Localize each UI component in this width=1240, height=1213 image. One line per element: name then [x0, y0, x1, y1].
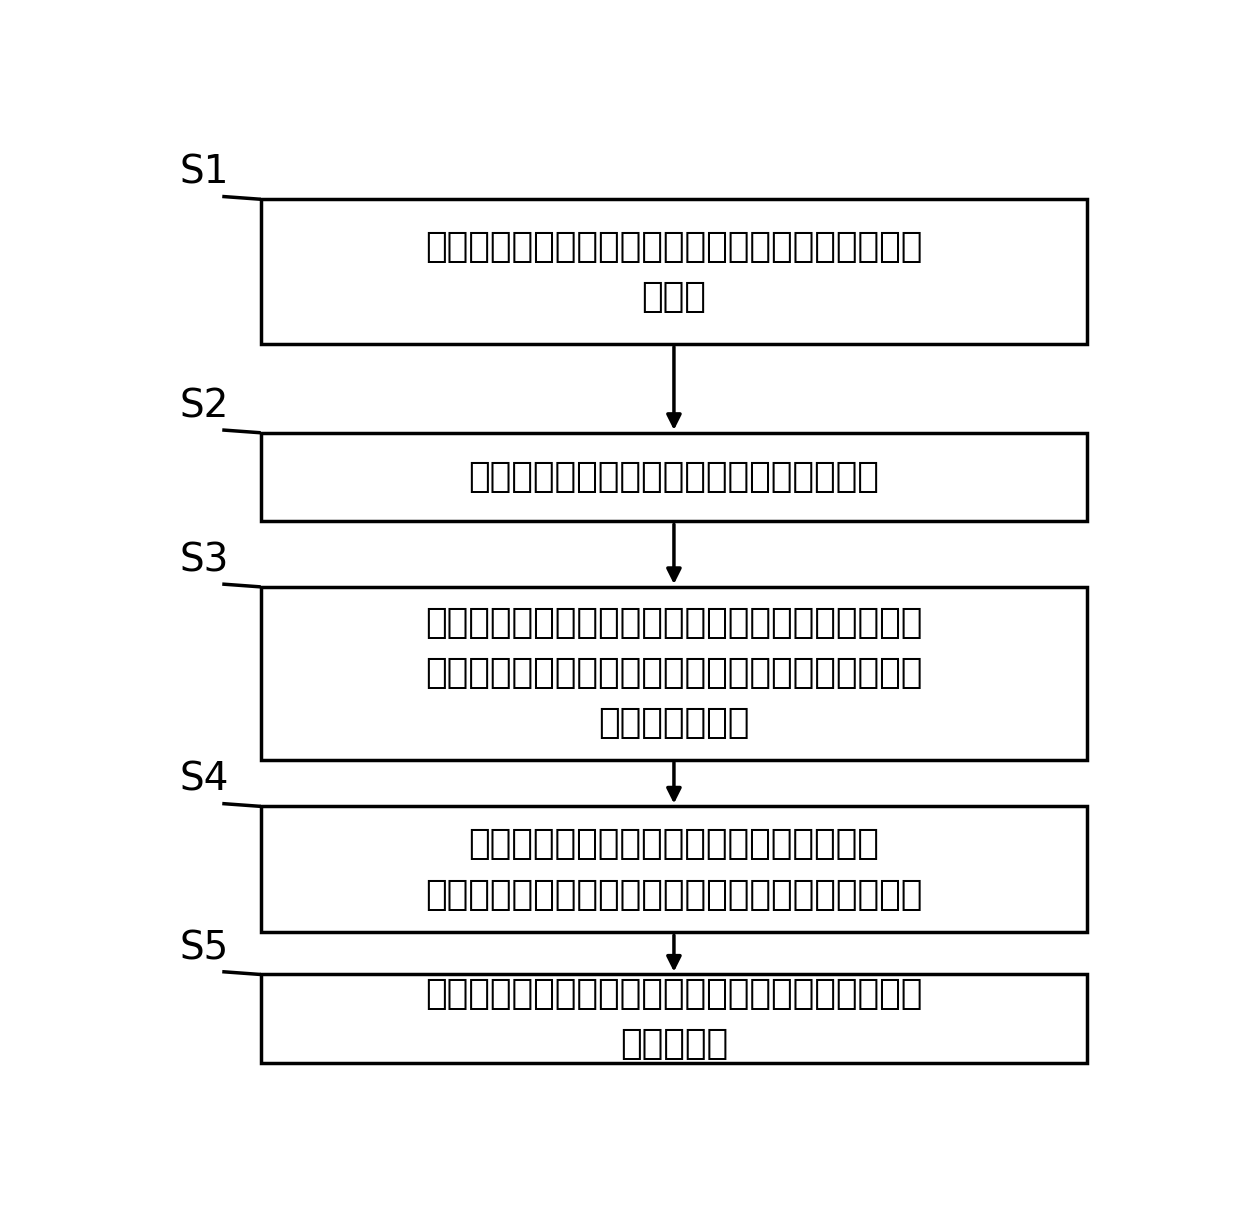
Text: 确定参与负荷跟踪的机组，并输入基础数据: 确定参与负荷跟踪的机组，并输入基础数据 [469, 460, 879, 494]
Text: S4: S4 [179, 761, 228, 799]
Text: 根据输入的基础数据计算功率偏差，然后根据功率转
移因子表、输入的基础数据和计算的功率偏差进行功
率交替调整分配: 根据输入的基础数据计算功率偏差，然后根据功率转 移因子表、输入的基础数据和计算的… [425, 606, 923, 740]
Bar [260, 807, 1087, 933]
Text: 根据当前检修计划和实时全网拓扑模型生成功率转移
因子表: 根据当前检修计划和实时全网拓扑模型生成功率转移 因子表 [425, 229, 923, 314]
Text: 根据判断的结果将调度计划发布给电网监控系统或输
出报警信息: 根据判断的结果将调度计划发布给电网监控系统或输 出报警信息 [425, 976, 923, 1061]
Text: S3: S3 [179, 541, 228, 580]
Text: S2: S2 [179, 387, 228, 426]
Text: 根据功率交替调整分配的结果滚动计算计划
潮流，然后根据潮流断面信息判断是否满足断面要求: 根据功率交替调整分配的结果滚动计算计划 潮流，然后根据潮流断面信息判断是否满足断… [425, 827, 923, 911]
Bar [260, 433, 1087, 522]
Bar [260, 199, 1087, 344]
Bar [260, 974, 1087, 1064]
Text: S5: S5 [179, 929, 228, 967]
Text: S1: S1 [179, 154, 228, 192]
Bar [260, 587, 1087, 759]
